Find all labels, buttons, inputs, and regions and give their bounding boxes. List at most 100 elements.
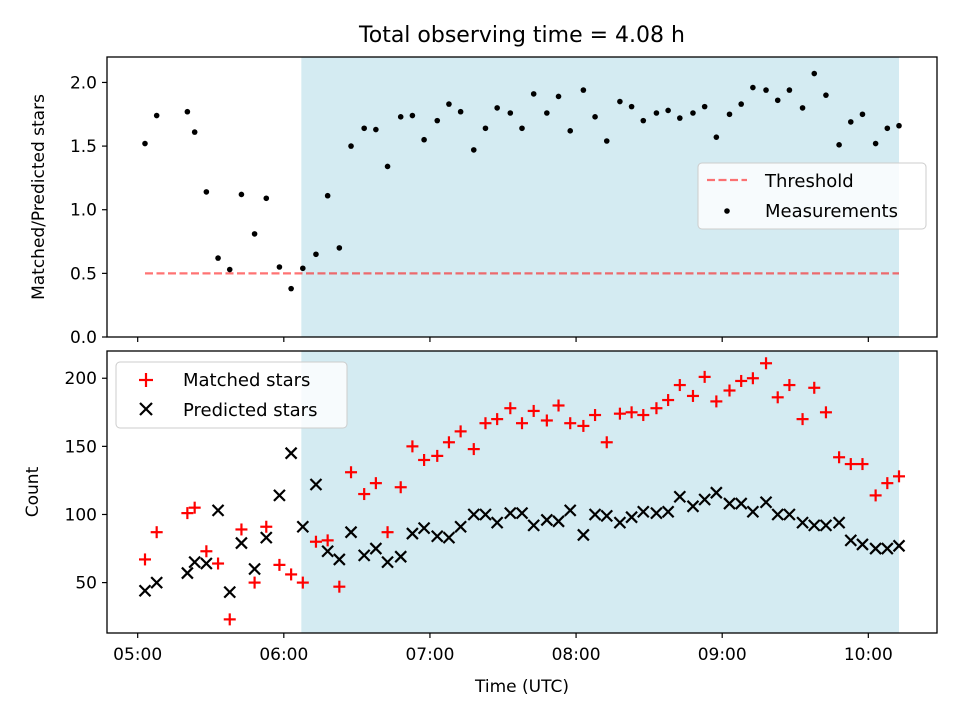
y-tick-label: 1.5	[70, 137, 97, 157]
predicted-star-point	[527, 519, 540, 532]
predicted-star-point	[856, 538, 869, 551]
matched-star-point	[527, 404, 540, 417]
bottom-y-ticks: 50 100 150 200	[65, 369, 107, 594]
measurement-point	[203, 189, 210, 195]
predicted-star-point	[552, 515, 565, 528]
predicted-star-point	[188, 555, 201, 569]
measurement-point	[373, 126, 379, 133]
predicted-star-point	[344, 525, 358, 539]
x-tick-label: 10:00	[844, 645, 893, 665]
predicted-star-point	[381, 555, 394, 569]
matched-star-point	[200, 545, 213, 558]
chart-title: Total observing time = 4.08 h	[358, 23, 685, 48]
top-y-axis-label: Matched/Predicted stars	[29, 94, 49, 300]
matched-star-point	[881, 477, 894, 490]
matched-star-point	[321, 534, 334, 547]
matched-star-point	[808, 381, 821, 394]
predicted-star-point	[296, 520, 310, 534]
legend-threshold-label: Threshold	[764, 171, 854, 192]
measurement-point	[313, 251, 319, 258]
legend-predicted-swatch	[139, 402, 153, 416]
measurement-point	[872, 140, 879, 147]
x-axis-label: Time (UTC)	[474, 677, 569, 697]
predicted-star-point	[734, 497, 748, 510]
matched-star-point	[564, 417, 577, 430]
predicted-star-point	[223, 585, 237, 599]
bottom-axes-frame	[106, 350, 938, 634]
top-y-ticks: 0.0 0.5 1.0 1.5 2.0	[70, 73, 107, 348]
measurement-point	[701, 103, 708, 110]
measurement-point	[544, 110, 550, 116]
predicted-star-point	[479, 508, 492, 521]
matched-star-point	[467, 443, 480, 456]
measurement-point	[665, 107, 671, 114]
matched-star-point	[893, 470, 906, 483]
measurement-point	[530, 91, 537, 97]
matched-star-points	[138, 357, 906, 626]
matched-star-point	[454, 425, 467, 438]
matched-star-point	[516, 417, 528, 430]
measurement-point	[653, 110, 660, 116]
bottom-legend: Matched stars Predicted stars	[115, 361, 348, 429]
measurement-point	[896, 122, 902, 129]
predicted-star-point	[723, 497, 736, 510]
measurement-point	[859, 111, 866, 118]
matched-star-point	[248, 576, 261, 589]
measurement-point	[457, 108, 464, 115]
measurement-point	[617, 98, 623, 105]
predicted-star-point	[138, 584, 152, 598]
observing-window-shade-bottom	[301, 351, 900, 633]
measurement-point	[763, 87, 769, 93]
measurement-point	[361, 125, 367, 132]
matched-star-point	[637, 409, 650, 422]
predicted-star-point	[333, 553, 346, 566]
measurement-point	[215, 255, 221, 261]
measurement-point	[482, 125, 489, 132]
y-tick-label: 150	[65, 437, 97, 457]
predicted-star-point	[588, 508, 602, 521]
predicted-star-point	[577, 528, 590, 542]
bottom-y-axis-label: Count	[23, 466, 43, 517]
matched-star-point	[844, 458, 857, 471]
matched-star-point	[181, 507, 194, 520]
measurement-point	[507, 110, 514, 116]
predicted-star-point	[273, 489, 286, 502]
measurement-point	[251, 231, 258, 237]
predicted-star-point	[150, 576, 163, 589]
x-tick-label: 05:00	[113, 645, 162, 665]
measurement-point	[184, 108, 191, 115]
measurement-point	[628, 103, 635, 110]
matched-star-point	[540, 414, 553, 427]
matched-star-point	[819, 406, 832, 419]
y-tick-label: 0.0	[70, 328, 97, 348]
predicted-star-point	[661, 505, 675, 519]
y-tick-label: 0.5	[70, 264, 97, 284]
matched-star-point	[723, 384, 736, 397]
matched-star-point	[735, 374, 748, 387]
matched-star-point	[783, 379, 796, 392]
predicted-star-point	[698, 493, 711, 506]
y-tick-label: 2.0	[70, 73, 97, 93]
matched-star-point	[869, 489, 882, 502]
measurement-point	[519, 125, 525, 132]
matched-star-point	[771, 391, 784, 404]
matched-star-point	[491, 413, 504, 426]
matched-star-point	[833, 451, 846, 464]
measurement-point	[446, 101, 452, 107]
predicted-star-point	[515, 506, 529, 520]
predicted-star-point	[211, 504, 225, 517]
measurement-point	[300, 265, 306, 272]
predicted-star-point	[357, 549, 371, 562]
measurement-point	[750, 84, 756, 91]
measurement-point	[592, 114, 598, 120]
predicted-star-point	[783, 508, 796, 521]
x-tick-label: 06:00	[259, 645, 308, 665]
predicted-star-point	[844, 534, 858, 547]
measurement-point	[786, 87, 793, 93]
matched-star-point	[260, 520, 273, 533]
predicted-star-points	[138, 446, 906, 599]
matched-star-point	[212, 557, 225, 570]
top-legend: Threshold Measurements	[697, 162, 927, 230]
matched-star-point	[710, 395, 723, 408]
